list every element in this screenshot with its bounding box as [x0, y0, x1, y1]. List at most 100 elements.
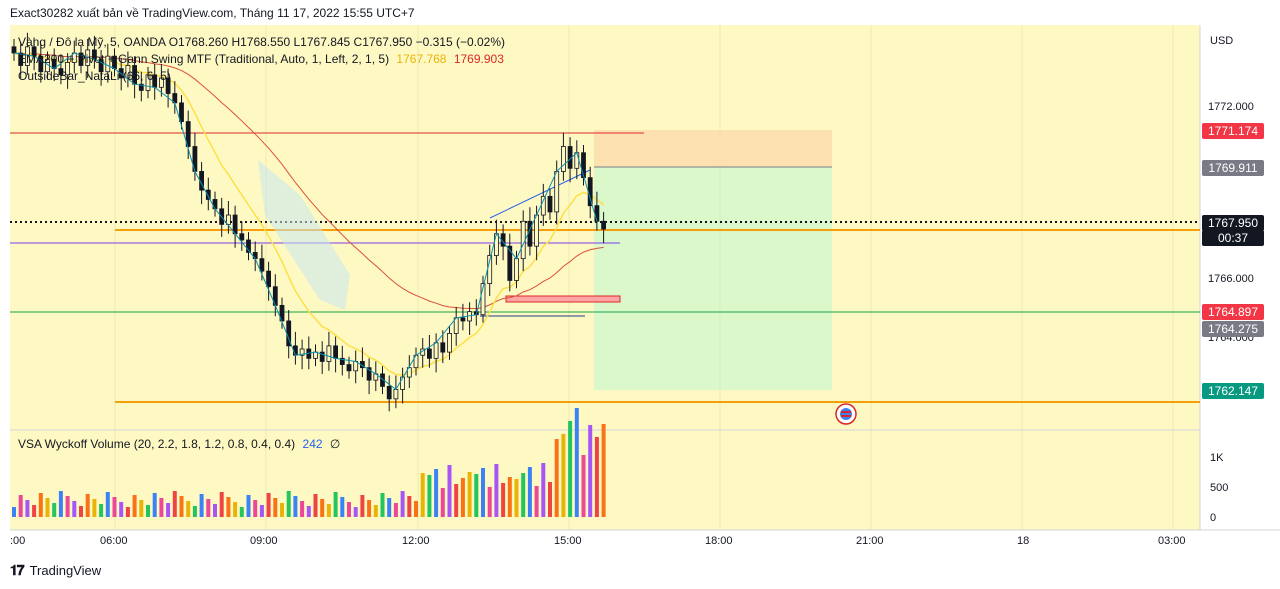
- volume-tick-1k: 1K: [1210, 452, 1224, 464]
- candle-body: [105, 55, 111, 73]
- candle-body: [406, 367, 412, 378]
- candle-body: [158, 77, 164, 88]
- volume-bar: [373, 505, 378, 517]
- candle-body: [65, 61, 70, 76]
- symbol-legend-text: Vàng / Đô la Mỹ, 5, OANDA O1768.260 H176…: [18, 35, 506, 49]
- symbol-legend[interactable]: Vàng / Đô la Mỹ, 5, OANDA O1768.260 H176…: [18, 35, 509, 49]
- candle-body: [98, 58, 104, 73]
- trend-channel: [258, 160, 350, 310]
- volume-bar: [527, 467, 532, 517]
- volume-bar: [65, 496, 70, 517]
- volume-bar: [507, 477, 512, 517]
- volume-bar: [85, 494, 90, 517]
- volume-bar: [454, 484, 459, 517]
- gann-swing-zigzag: [13, 52, 598, 391]
- candle-body: [561, 146, 566, 172]
- candle-body: [78, 52, 84, 66]
- volume-bar: [172, 491, 177, 517]
- volume-bar: [132, 495, 137, 517]
- volume-bar: [514, 479, 519, 517]
- us-event-icon[interactable]: [835, 403, 857, 425]
- time-tick-6: 21:00: [856, 535, 884, 547]
- time-tick-5: 18:00: [705, 535, 733, 547]
- candle-body: [433, 342, 439, 359]
- candle-body: [333, 345, 339, 359]
- volume-bar: [554, 439, 559, 517]
- time-tick-8: 03:00: [1158, 535, 1186, 547]
- candle-body: [574, 152, 580, 169]
- candle-body: [246, 239, 251, 253]
- candle-body: [299, 348, 305, 356]
- volume-bar: [460, 478, 465, 517]
- candle-body: [212, 199, 218, 210]
- volume-bar: [561, 434, 566, 517]
- ema-legend-val2: 1769.903: [453, 52, 504, 66]
- candle-body: [145, 74, 151, 91]
- candle-body: [266, 270, 272, 288]
- volume-bar: [273, 498, 278, 517]
- candle-body: [547, 195, 553, 213]
- candle-body: [138, 83, 144, 91]
- candle-body: [165, 77, 171, 94]
- candle-body: [346, 364, 352, 372]
- volume-legend-text: VSA Wyckoff Volume (20, 2.2, 1.8, 1.2, 0…: [18, 437, 296, 451]
- candle-body: [534, 214, 539, 247]
- volume-bar: [353, 507, 358, 517]
- volume-bar: [534, 486, 539, 517]
- volume-bar: [548, 482, 552, 517]
- publish-header: Exact30282 xuất bản về TradingView.com, …: [10, 6, 415, 20]
- volume-bar: [541, 463, 546, 517]
- price-tag-red-1: 1771.174: [1202, 123, 1264, 139]
- volume-bar: [414, 501, 418, 517]
- candle-body: [594, 205, 600, 222]
- candle-body: [18, 52, 24, 66]
- volume-bar: [146, 505, 150, 517]
- ema-legend[interactable]: EMA200 + Pivot + Gann Swing MTF (Traditi…: [18, 52, 508, 66]
- candle-body: [493, 233, 499, 256]
- volume-bar: [293, 496, 298, 517]
- price-tag-red-2: 1764.897: [1202, 304, 1264, 320]
- candle-body: [386, 385, 392, 400]
- volume-bar: [501, 483, 506, 517]
- volume-bar: [139, 500, 144, 517]
- volume-bar: [12, 507, 16, 517]
- volume-legend[interactable]: VSA Wyckoff Volume (20, 2.2, 1.8, 1.2, 0…: [18, 437, 344, 451]
- volume-bar: [186, 501, 191, 517]
- tradingview-logo[interactable]: 𝟏𝟕 TradingView: [10, 562, 101, 579]
- volume-bar: [219, 492, 224, 517]
- volume-bar: [581, 455, 586, 517]
- candle-body: [239, 233, 245, 241]
- volume-bar: [233, 502, 238, 517]
- price-tick-1772: 1772.000: [1208, 101, 1254, 113]
- volume-bar: [25, 500, 30, 517]
- volume-bar: [474, 474, 479, 517]
- volume-bar: [326, 504, 331, 517]
- volume-bar: [206, 499, 211, 517]
- volume-bar: [125, 507, 130, 517]
- volume-bar: [286, 491, 291, 517]
- volume-bar: [393, 503, 398, 517]
- volume-bar: [360, 495, 365, 517]
- volume-bar: [440, 488, 445, 517]
- ema-legend-val1: 1767.768: [396, 52, 447, 66]
- volume-bar: [45, 498, 50, 517]
- volume-bar: [246, 495, 251, 517]
- volume-bar: [380, 493, 385, 517]
- outsidebar-legend[interactable]: OutsideBar_NataLi (66, 6, 5): [18, 69, 175, 83]
- volume-bar: [105, 492, 110, 517]
- outsidebar-legend-text: OutsideBar_NataLi (66, 6, 5): [18, 69, 171, 83]
- volume-bar: [306, 506, 311, 517]
- volume-tick-0: 0: [1210, 512, 1216, 524]
- candle-body: [540, 195, 546, 216]
- candle-body: [326, 345, 332, 362]
- time-tick-2: 09:00: [250, 535, 278, 547]
- candle-body: [319, 351, 325, 362]
- volume-bar: [226, 497, 231, 517]
- volume-bar: [239, 507, 244, 517]
- volume-bar: [487, 487, 492, 517]
- time-tick-1: 06:00: [100, 535, 128, 547]
- volume-bar: [407, 496, 412, 517]
- candle-body: [259, 258, 265, 272]
- volume-bar: [152, 493, 157, 517]
